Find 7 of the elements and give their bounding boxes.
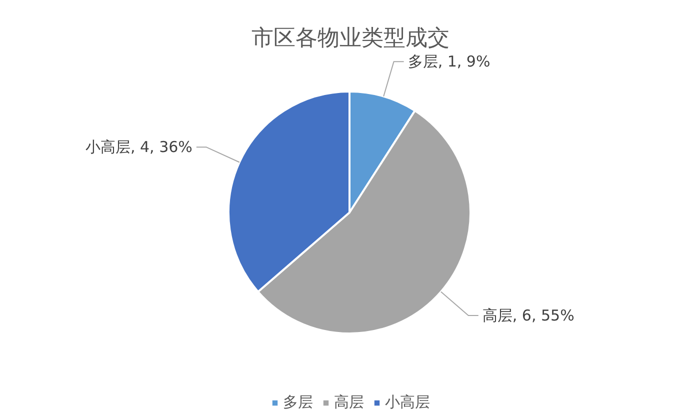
legend-label: 小高层	[385, 393, 430, 412]
chart-title: 市区各物业类型成交	[252, 26, 450, 51]
legend-label: 高层	[334, 393, 364, 412]
data-label: 小高层, 4, 36%	[85, 138, 192, 156]
data-label: 多层, 1, 9%	[408, 52, 490, 71]
data-label: 高层, 6, 55%	[482, 306, 574, 325]
legend-label: 多层	[283, 393, 313, 412]
